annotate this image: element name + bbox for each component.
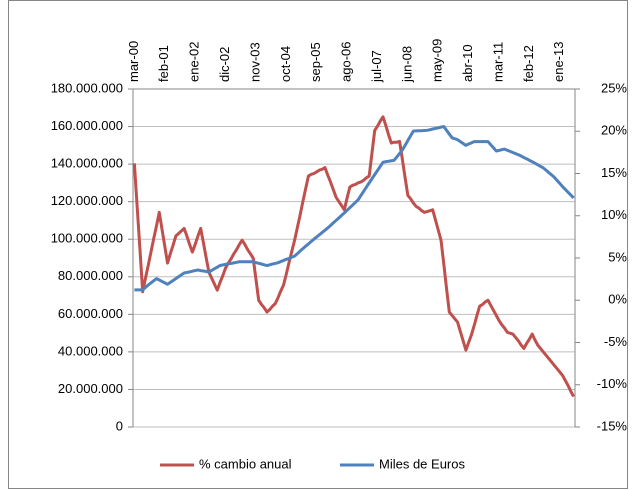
x-tick-label: feb-01 xyxy=(156,45,171,82)
y2-tick-label: 10% xyxy=(601,207,627,222)
y2-tick-label: 0% xyxy=(608,292,627,307)
y-tick-label: 140.000.000 xyxy=(51,156,123,171)
y-tick-label: 80.000.000 xyxy=(58,268,123,283)
y-tick-label: 60.000.000 xyxy=(58,306,123,321)
x-tick-label: sep-05 xyxy=(308,42,323,82)
y2-tick-label: 25% xyxy=(601,80,627,95)
x-tick-label: oct-04 xyxy=(278,46,293,82)
legend-label: Miles de Euros xyxy=(379,456,465,471)
x-tick-label: jun-08 xyxy=(399,46,414,83)
y-tick-label: 180.000.000 xyxy=(51,80,123,95)
x-tick-label: jul-07 xyxy=(369,50,384,83)
x-tick-label: mar-11 xyxy=(490,42,505,82)
x-tick-label: mar-00 xyxy=(126,41,141,82)
y2-tick-label: 15% xyxy=(601,165,627,180)
y-tick-label: 120.000.000 xyxy=(51,193,123,208)
y2-tick-label: 20% xyxy=(601,123,627,138)
x-tick-label: dic-02 xyxy=(217,47,232,82)
series-line xyxy=(132,115,575,398)
x-tick-label: nov-03 xyxy=(247,42,262,82)
x-tick-label: ago-06 xyxy=(339,42,354,82)
x-tick-label: ene-02 xyxy=(187,42,202,82)
x-tick-label: feb-12 xyxy=(521,45,536,82)
legend-label: % cambio anual xyxy=(199,456,292,471)
y2-tick-label: -10% xyxy=(597,376,628,391)
y-tick-label: 20.000.000 xyxy=(58,381,123,396)
y2-tick-label: -15% xyxy=(597,418,628,433)
series-line xyxy=(134,125,575,292)
x-tick-label: may-09 xyxy=(430,39,445,82)
y2-tick-label: 5% xyxy=(608,249,627,264)
y2-tick-label: -5% xyxy=(604,334,628,349)
y-tick-label: 100.000.000 xyxy=(51,231,123,246)
y-tick-label: 40.000.000 xyxy=(58,343,123,358)
x-tick-label: abr-10 xyxy=(460,44,475,82)
x-tick-label: ene-13 xyxy=(551,42,566,82)
y-tick-label: 160.000.000 xyxy=(51,118,123,133)
chart-frame xyxy=(8,0,628,489)
y-tick-label: 0 xyxy=(116,418,123,433)
